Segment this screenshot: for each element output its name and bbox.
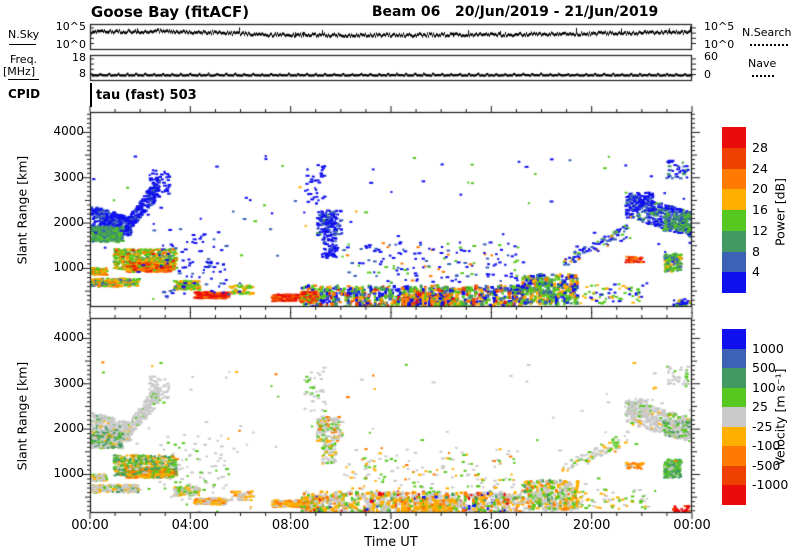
nave-ytick-bottom: 0 <box>704 68 711 81</box>
time-tick-label: 00:00 <box>71 518 109 533</box>
power-colorbar-segment <box>722 189 746 210</box>
power-colorbar <box>722 127 746 293</box>
power-colorbar-tick-label: 20 <box>752 181 768 197</box>
time-tick-label: 08:00 <box>271 518 310 533</box>
power-ytick-label: 1000 <box>53 260 84 275</box>
velocity-colorbar-tick-label: -25 <box>752 418 773 434</box>
power-ytick-label: 2000 <box>53 215 84 230</box>
freq-solid-linestyle <box>8 79 39 80</box>
power-panel-canvas <box>80 102 702 317</box>
power-ytick-label: 3000 <box>53 169 84 184</box>
freq-strip-panel <box>80 47 702 89</box>
power-colorbar-tick-label: 24 <box>752 160 768 176</box>
power-colorbar-tick-label: 8 <box>752 243 760 259</box>
velocity-colorbar-tick-label: 25 <box>752 399 768 415</box>
nsearch-axis-label: N.Search <box>742 26 792 39</box>
velocity-colorbar-tick-label: 500 <box>752 360 776 376</box>
nave-axis-label: Nave <box>748 57 777 70</box>
freq-axis-label-line1: Freq. <box>10 53 38 66</box>
velocity-colorbar-segment <box>722 446 746 466</box>
nsky-solid-linestyle <box>9 44 36 45</box>
velocity-yaxis-title: Slant Range [km] <box>14 361 30 471</box>
nave-dotted-linestyle <box>752 75 774 77</box>
nsearch-ytick-top: 10^5 <box>704 20 735 33</box>
velocity-colorbar-tick-label: 100 <box>752 379 776 395</box>
velocity-colorbar <box>722 329 746 505</box>
cpid-value: tau (fast) 503 <box>96 88 197 103</box>
cpid-divider <box>90 83 92 107</box>
nave-ytick-top: 60 <box>704 50 718 63</box>
velocity-ytick-label: 4000 <box>53 330 84 345</box>
velocity-colorbar-tick-label: 1000 <box>752 340 784 356</box>
nsky-ytick-bottom: 10^0 <box>55 38 86 51</box>
velocity-colorbar-segment <box>722 387 746 408</box>
power-colorbar-tick-label: 16 <box>752 202 768 217</box>
power-colorbar-segment <box>722 272 746 293</box>
time-tick-label: 12:00 <box>372 518 410 533</box>
velocity-ytick-label: 2000 <box>53 421 84 436</box>
nsearch-ytick-bottom: 10^0 <box>704 38 735 51</box>
velocity-ytick-label: 3000 <box>53 375 84 390</box>
velocity-colorbar-segment <box>722 368 746 388</box>
nsky-ytick-top: 10^5 <box>55 20 86 33</box>
velocity-panel-canvas <box>80 308 702 523</box>
velocity-colorbar-tick-label: -1000 <box>752 477 789 493</box>
power-colorbar-segment <box>722 251 746 273</box>
time-axis-title: Time UT <box>364 535 418 550</box>
velocity-colorbar-segment <box>722 485 746 505</box>
nsky-axis-label: N.Sky <box>8 28 40 41</box>
power-colorbar-segment <box>722 127 746 148</box>
power-colorbar-tick-label: 28 <box>752 139 768 155</box>
nsearch-dotted-linestyle <box>750 44 788 46</box>
velocity-colorbar-tick-label: -500 <box>752 457 781 473</box>
power-colorbar-tick-label: 4 <box>752 264 760 280</box>
time-tick-label: 00:00 <box>673 518 711 533</box>
time-tick-label: 20:00 <box>572 518 611 533</box>
power-colorbar-segment <box>722 230 746 252</box>
velocity-colorbar-segment <box>722 426 746 447</box>
velocity-colorbar-tick-label: -100 <box>752 438 781 454</box>
velocity-colorbar-segment <box>722 407 746 427</box>
time-tick-label: 04:00 <box>171 518 210 533</box>
power-ytick-label: 4000 <box>53 124 84 139</box>
velocity-colorbar-segment <box>722 465 746 486</box>
power-colorbar-segment <box>722 168 746 190</box>
velocity-colorbar-segment <box>722 348 746 369</box>
time-tick-label: 16:00 <box>472 518 511 533</box>
power-yaxis-title: Slant Range [km] <box>14 155 30 265</box>
freq-axis-label-line2: [MHz] <box>3 65 36 78</box>
velocity-ytick-label: 1000 <box>53 466 84 481</box>
cpid-label: CPID <box>8 87 41 101</box>
power-colorbar-tick-label: 12 <box>752 222 768 238</box>
power-colorbar-segment <box>722 210 746 231</box>
power-colorbar-segment <box>722 147 746 169</box>
velocity-colorbar-segment <box>722 329 746 349</box>
